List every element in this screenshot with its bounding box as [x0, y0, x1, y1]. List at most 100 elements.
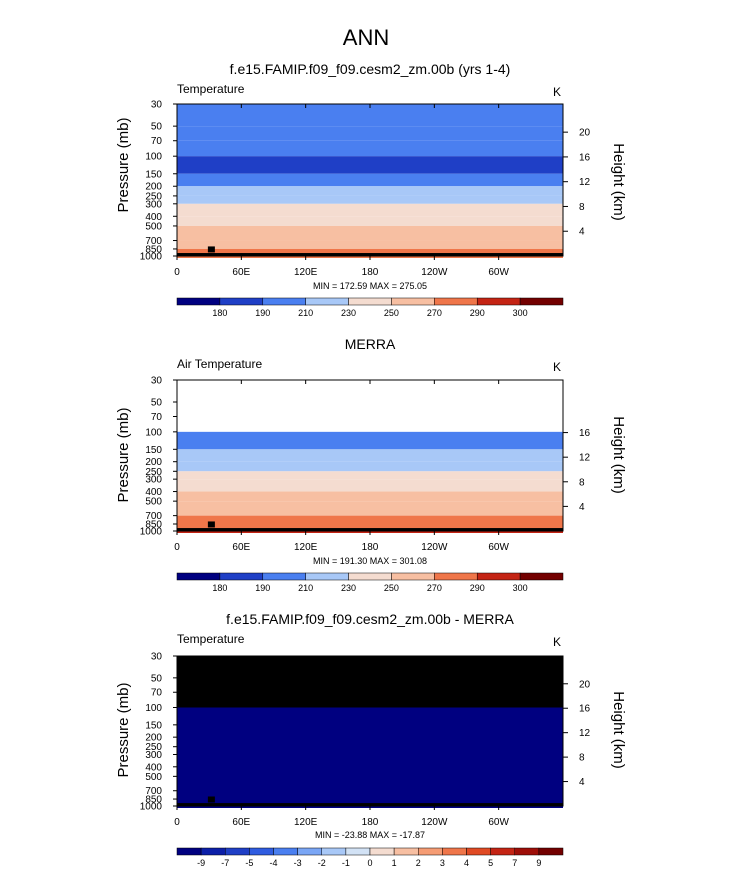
y-axis-label-right: Height (km)	[610, 416, 627, 494]
y-tick-label: 50	[151, 397, 163, 408]
colorbar-box	[369, 847, 395, 856]
variable-label: Air Temperature	[177, 357, 262, 371]
y-tick-label: 1000	[140, 802, 163, 813]
x-tick-label: 60W	[488, 817, 509, 828]
colorbar-label: 1	[392, 858, 397, 868]
y-tick-label: 70	[151, 136, 163, 147]
y-tick-label: 850	[145, 244, 162, 255]
height-tick-label: 4	[579, 227, 585, 238]
colorbar-box	[442, 847, 467, 856]
colorbar-box	[345, 847, 371, 856]
y-tick-label: 250	[145, 467, 162, 478]
y-tick-label: 200	[145, 733, 162, 744]
colorbar-box	[490, 847, 515, 856]
height-tick-label: 16	[579, 152, 591, 163]
colorbar-label: 230	[341, 583, 356, 593]
field-band	[177, 225, 563, 241]
y-tick-label: 100	[145, 427, 162, 438]
x-tick-label: 120E	[294, 267, 318, 278]
panel-obs: MERRA Air Temperature K Pressure (mb) He…	[115, 336, 627, 593]
colorbar-label: 290	[470, 583, 485, 593]
colorbar-box	[514, 847, 540, 856]
field-band	[177, 248, 563, 256]
field-band	[177, 173, 563, 187]
variable-label: Temperature	[177, 82, 245, 96]
panel-model: f.e15.FAMIP.f09_f09.cesm2_zm.00b (yrs 1-…	[115, 61, 627, 318]
y-tick-label: 30	[151, 652, 163, 663]
y-tick-label: 100	[145, 152, 162, 163]
x-tick-label: 60W	[488, 267, 509, 278]
y-tick-label: 850	[145, 520, 162, 531]
field-band	[177, 524, 563, 531]
height-tick-label: 16	[579, 704, 591, 715]
units-label: K	[553, 360, 561, 374]
colorbar-box	[305, 572, 349, 581]
surface-mask	[177, 528, 563, 531]
x-tick-label: 60E	[232, 542, 250, 553]
colorbar-label: -3	[294, 858, 302, 868]
x-tick-label: 120E	[294, 817, 318, 828]
colorbar-box	[200, 847, 226, 856]
colorbar-label: -9	[197, 858, 205, 868]
colorbar-label: 3	[440, 858, 445, 868]
topography-mask	[207, 521, 215, 528]
height-tick-label: 4	[579, 777, 585, 788]
colorbar-box	[249, 847, 274, 856]
y-tick-label: 100	[145, 703, 162, 714]
colorbar-label: 270	[427, 308, 442, 318]
field-band	[177, 240, 563, 249]
colorbar-label: 180	[212, 583, 227, 593]
height-tick-label: 12	[579, 177, 591, 188]
y-tick-label: 250	[145, 191, 162, 202]
field-band	[177, 203, 563, 217]
colorbar-label: 210	[298, 308, 313, 318]
y-tick-label: 300	[145, 475, 162, 486]
height-tick-label: 16	[579, 428, 591, 439]
field-band	[177, 156, 563, 174]
field-band	[177, 471, 563, 480]
height-tick-label: 8	[579, 477, 585, 488]
colorbar-box	[176, 572, 221, 581]
field-band	[177, 216, 563, 226]
stats-label: MIN = 191.30 MAX = 301.08	[313, 556, 427, 566]
colorbar-label: 300	[513, 583, 528, 593]
y-tick-label: 200	[145, 182, 162, 193]
x-tick-label: 180	[362, 542, 379, 553]
colorbar-box	[348, 572, 392, 581]
colorbar-label: 2	[416, 858, 421, 868]
y-axis-label-right: Height (km)	[610, 143, 627, 221]
colorbar-label: 250	[384, 308, 399, 318]
panel-title: f.e15.FAMIP.f09_f09.cesm2_zm.00b - MERRA	[226, 611, 514, 627]
colorbar-label: 0	[367, 858, 372, 868]
y-tick-label: 700	[145, 786, 162, 797]
field-band	[177, 140, 563, 157]
y-tick-label: 200	[145, 457, 162, 468]
colorbar-label: 4	[464, 858, 469, 868]
y-tick-label: 150	[145, 720, 162, 731]
topography-mask	[207, 796, 215, 803]
colorbar-label: 9	[536, 858, 541, 868]
colorbar-box	[434, 572, 478, 581]
y-tick-label: 150	[145, 445, 162, 456]
colorbar-label: 190	[255, 583, 270, 593]
height-tick-label: 8	[579, 202, 585, 213]
colorbar-label: 210	[298, 583, 313, 593]
colorbar-label: -5	[245, 858, 253, 868]
colorbar-box	[219, 297, 264, 306]
colorbar-box	[393, 847, 419, 856]
x-tick-label: 0	[174, 817, 180, 828]
colorbar-label: 230	[341, 308, 356, 318]
colorbar-label: 290	[470, 308, 485, 318]
height-tick-label: 20	[579, 679, 591, 690]
field-band	[177, 126, 563, 141]
field-band	[177, 104, 563, 127]
field-band	[177, 186, 563, 196]
y-tick-label: 300	[145, 199, 162, 210]
height-tick-label: 12	[579, 728, 591, 739]
y-tick-label: 70	[151, 688, 163, 699]
y-tick-label: 150	[145, 169, 162, 180]
colorbar-label: 180	[212, 308, 227, 318]
colorbar-label: 7	[512, 858, 517, 868]
page-title: ANN	[343, 25, 389, 50]
